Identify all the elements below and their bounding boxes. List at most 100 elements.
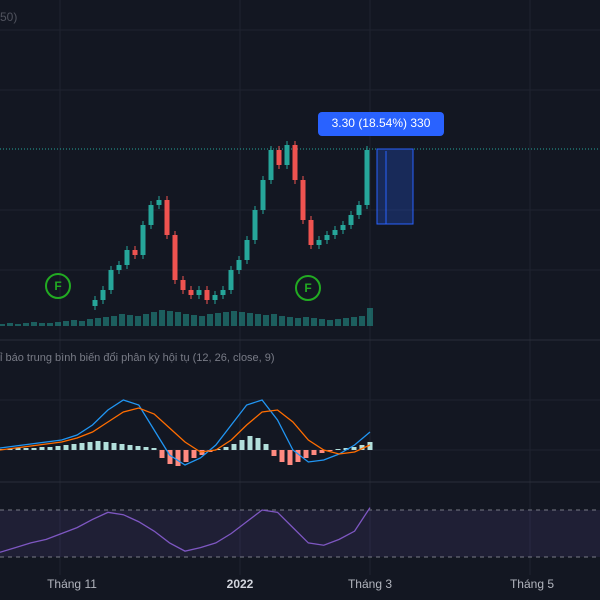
candle <box>340 225 346 230</box>
candle <box>268 150 274 180</box>
candle <box>108 270 114 290</box>
volume-bar <box>247 313 253 326</box>
macd-histogram-bar <box>263 444 269 450</box>
volume-bar <box>311 318 317 326</box>
candle <box>332 230 338 235</box>
volume-bar <box>167 311 173 326</box>
volume-bar <box>263 315 269 326</box>
macd-histogram-bar <box>79 443 85 450</box>
candle <box>172 235 178 280</box>
candle <box>156 200 162 205</box>
volume-bar <box>135 316 141 326</box>
macd-histogram-bar <box>327 450 333 451</box>
volume-bar <box>23 323 29 326</box>
macd-histogram-bar <box>63 445 69 450</box>
macd-histogram-bar <box>167 450 173 464</box>
candle <box>180 280 186 290</box>
macd-histogram-bar <box>239 440 245 450</box>
volume-bar <box>175 312 181 326</box>
volume-bar <box>255 314 261 326</box>
macd-histogram-bar <box>255 438 261 450</box>
macd-histogram-bar <box>183 450 189 462</box>
macd-histogram-bar <box>135 446 141 450</box>
volume-bar <box>15 324 21 326</box>
macd-histogram-bar <box>95 441 101 450</box>
macd-title: ỉ báo trung bình biến đổi phân kỳ hội tụ… <box>0 352 275 364</box>
candle <box>92 300 98 306</box>
macd-histogram-bar <box>191 450 197 458</box>
volume-bar <box>199 316 205 326</box>
volume-bar <box>319 319 325 326</box>
candle <box>260 180 266 210</box>
volume-bar <box>87 319 93 326</box>
macd-histogram-bar <box>335 449 341 450</box>
x-axis-label: Tháng 11 <box>47 577 97 591</box>
candle <box>276 150 282 165</box>
macd-histogram-bar <box>319 450 325 453</box>
volume-bar <box>0 324 5 326</box>
macd-histogram-bar <box>343 448 349 450</box>
x-axis-label: 2022 <box>227 577 254 591</box>
volume-bar <box>119 314 125 326</box>
candle <box>244 240 250 260</box>
macd-histogram-bar <box>151 448 157 450</box>
marker-circle <box>45 273 71 299</box>
volume-bar <box>303 317 309 326</box>
rsi-line <box>0 507 371 553</box>
candle <box>188 290 194 295</box>
candle <box>116 265 122 270</box>
macd-histogram-bar <box>31 448 37 450</box>
candle <box>196 290 202 295</box>
macd-line <box>0 399 371 466</box>
volume-bar <box>343 318 349 326</box>
macd-histogram-bar <box>359 445 365 450</box>
macd-histogram-bar <box>367 442 373 450</box>
candle <box>348 215 354 225</box>
macd-histogram-bar <box>39 447 45 450</box>
volume-bar <box>287 317 293 326</box>
macd-histogram-bar <box>295 450 301 462</box>
volume-bar <box>47 323 53 326</box>
macd-histogram-bar <box>223 447 229 450</box>
macd-histogram-bar <box>271 450 277 456</box>
macd-histogram-bar <box>175 450 181 466</box>
volume-bar <box>295 318 301 326</box>
volume-bar <box>367 308 373 326</box>
volume-bar <box>39 323 45 326</box>
macd-histogram-bar <box>215 449 221 450</box>
candle <box>236 260 242 270</box>
candle <box>300 180 306 220</box>
macd-histogram-bar <box>231 444 237 450</box>
signal-line <box>0 407 371 455</box>
macd-histogram-bar <box>287 450 293 465</box>
macd-histogram-bar <box>311 450 317 455</box>
candle <box>212 295 218 300</box>
volume-bar <box>71 320 77 326</box>
volume-bar <box>223 312 229 326</box>
volume-bar <box>239 312 245 326</box>
volume-bar <box>7 323 13 326</box>
macd-histogram-bar <box>351 447 357 450</box>
x-axis-label: Tháng 5 <box>510 577 554 591</box>
measure-label: 3.30 (18.54%) 330 <box>332 116 431 130</box>
volume-bar <box>111 316 117 326</box>
volume-bar <box>183 314 189 326</box>
measure-box <box>376 148 414 225</box>
macd-histogram-bar <box>23 448 29 450</box>
candle <box>148 205 154 225</box>
volume-bar <box>215 313 221 326</box>
volume-bar <box>159 310 165 326</box>
volume-bar <box>271 314 277 326</box>
volume-bar <box>143 314 149 326</box>
candle <box>228 270 234 290</box>
macd-histogram-bar <box>119 444 125 450</box>
macd-histogram-bar <box>87 442 93 450</box>
measure-label-bg <box>318 112 444 136</box>
volume-bar <box>335 319 341 326</box>
volume-bar <box>327 320 333 326</box>
candle <box>284 145 290 165</box>
candle <box>164 200 170 235</box>
volume-bar <box>79 321 85 326</box>
macd-histogram-bar <box>71 444 77 450</box>
